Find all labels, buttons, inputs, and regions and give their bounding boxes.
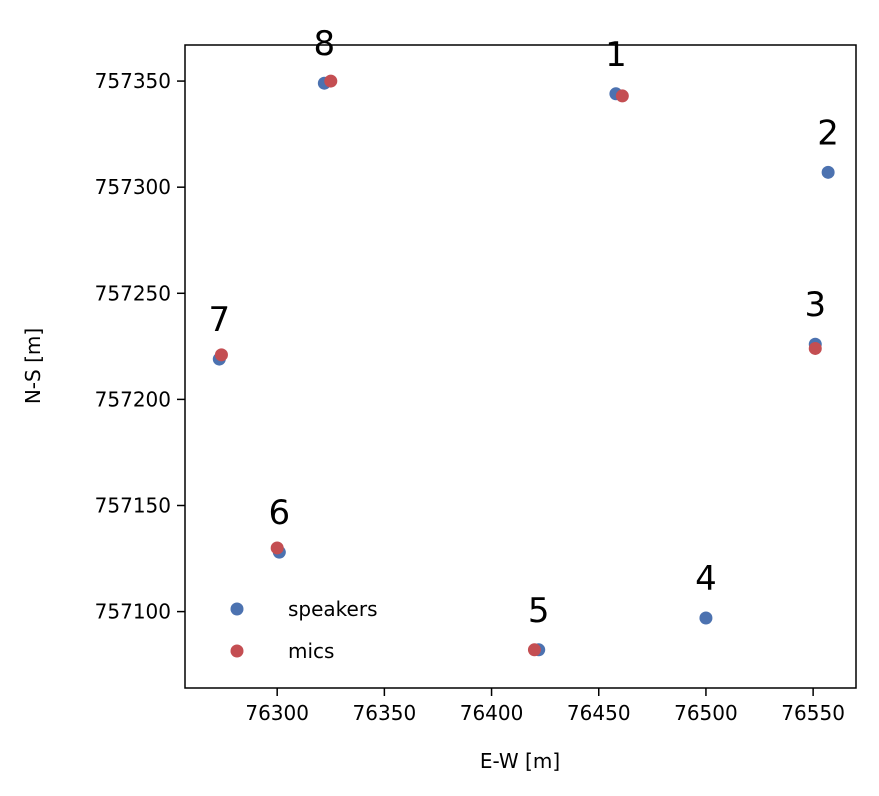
- y-tick-label: 757250: [95, 281, 171, 305]
- y-tick-label: 757300: [95, 175, 171, 199]
- y-tick-label: 757150: [95, 493, 171, 517]
- y-tick-label: 757100: [95, 600, 171, 624]
- mics-point: [214, 348, 228, 362]
- data-points: [212, 74, 835, 657]
- point-label: 1: [605, 35, 627, 75]
- mics-point: [615, 89, 629, 103]
- x-tick-label: 76300: [245, 701, 309, 725]
- legend-marker-mics: [230, 644, 244, 658]
- mics-point: [527, 643, 541, 657]
- x-tick-label: 76500: [674, 701, 738, 725]
- point-labels: 1 2 3 4 5 6 7 8: [208, 24, 838, 631]
- x-tick-label: 76350: [353, 701, 417, 725]
- point-label: 2: [817, 113, 839, 153]
- x-axis-label: E-W [m]: [480, 749, 560, 773]
- y-tick-label: 757350: [95, 69, 171, 93]
- x-tick-label: 76450: [567, 701, 631, 725]
- point-label: 4: [695, 559, 717, 599]
- legend-label-mics: mics: [288, 639, 334, 663]
- x-axis: 76300 76350 76400 76450 76500 76550: [245, 688, 845, 725]
- speakers-point: [699, 611, 713, 625]
- point-label: 8: [314, 24, 336, 64]
- point-label: 5: [528, 591, 550, 631]
- plot-area: [184, 44, 857, 689]
- mics-point: [270, 541, 284, 555]
- mics-point: [808, 341, 822, 355]
- point-label: 7: [208, 300, 230, 340]
- y-axis-label: N-S [m]: [21, 328, 45, 404]
- point-label: 3: [804, 285, 826, 325]
- legend: speakers mics: [230, 597, 378, 663]
- y-tick-label: 757200: [95, 387, 171, 411]
- mics-point: [324, 74, 338, 88]
- speakers-point: [821, 165, 835, 179]
- point-label: 6: [269, 493, 291, 533]
- x-tick-label: 76550: [781, 701, 845, 725]
- legend-label-speakers: speakers: [288, 597, 378, 621]
- y-axis: 757100 757150 757200 757250 757300 757350: [95, 69, 185, 624]
- legend-marker-speakers: [230, 602, 244, 616]
- x-tick-label: 76400: [460, 701, 524, 725]
